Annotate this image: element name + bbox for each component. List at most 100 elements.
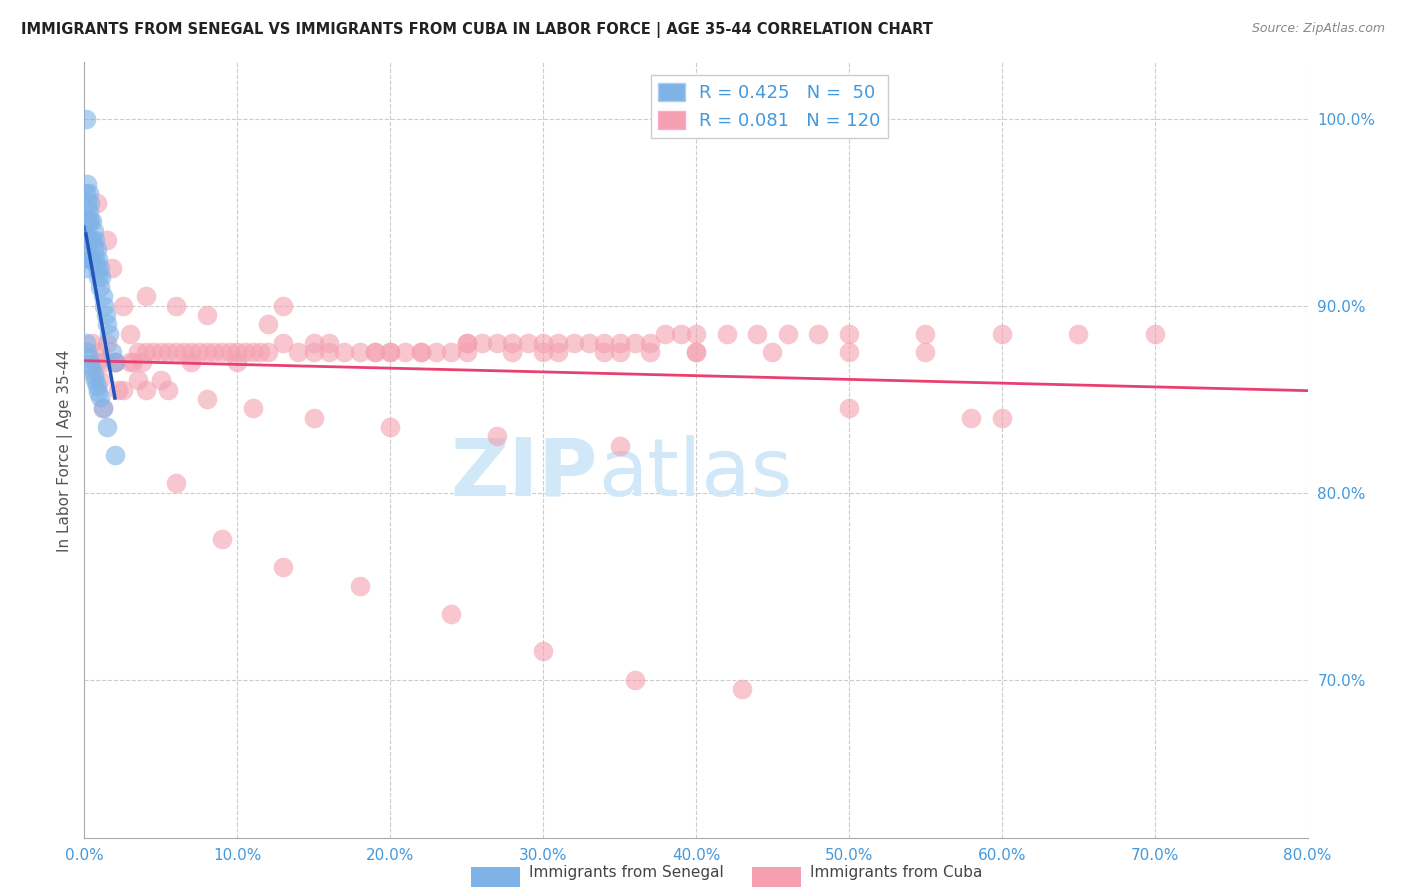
Point <box>747 326 769 341</box>
Point <box>211 345 233 359</box>
Point <box>440 607 463 621</box>
Point <box>1143 326 1166 341</box>
Point <box>79 357 101 371</box>
Point <box>242 345 264 359</box>
Point <box>593 335 616 350</box>
Point <box>75 112 97 126</box>
Point <box>531 335 554 350</box>
Point <box>76 177 98 191</box>
Point <box>97 326 120 341</box>
Point <box>807 326 830 341</box>
Point <box>127 345 149 359</box>
Point <box>380 345 402 359</box>
Point <box>86 354 108 368</box>
Point <box>76 233 98 247</box>
Point <box>188 345 211 359</box>
Point <box>271 560 294 574</box>
Point <box>233 345 256 359</box>
Point <box>211 533 233 547</box>
Point <box>195 345 218 359</box>
Point <box>87 252 110 266</box>
Point <box>111 383 134 397</box>
Point <box>914 345 936 359</box>
Y-axis label: In Labor Force | Age 35-44: In Labor Force | Age 35-44 <box>58 350 73 551</box>
Point <box>87 270 110 285</box>
Point <box>761 345 783 359</box>
Point <box>76 345 98 359</box>
Point <box>77 186 100 201</box>
Point <box>89 280 111 294</box>
Point <box>638 335 661 350</box>
Point <box>111 299 134 313</box>
Point <box>271 335 294 350</box>
Point <box>226 354 249 368</box>
Point <box>609 335 631 350</box>
Point <box>609 345 631 359</box>
Point <box>89 390 111 404</box>
Text: IMMIGRANTS FROM SENEGAL VS IMMIGRANTS FROM CUBA IN LABOR FORCE | AGE 35-44 CORRE: IMMIGRANTS FROM SENEGAL VS IMMIGRANTS FR… <box>21 22 934 38</box>
Point <box>96 420 118 434</box>
Point <box>79 252 101 266</box>
Point <box>624 335 647 350</box>
Point <box>638 345 661 359</box>
Point <box>624 673 647 687</box>
Point <box>157 383 180 397</box>
Point <box>149 345 172 359</box>
Point <box>80 233 103 247</box>
Text: Immigrants from Cuba: Immigrants from Cuba <box>810 865 983 880</box>
Text: ZIP: ZIP <box>451 434 598 513</box>
Point <box>226 345 249 359</box>
Point <box>685 326 707 341</box>
Point <box>127 373 149 387</box>
Point <box>578 335 600 350</box>
Point <box>609 439 631 453</box>
Point <box>80 252 103 266</box>
Point <box>257 317 280 331</box>
Point <box>107 383 129 397</box>
Point <box>502 345 524 359</box>
Point <box>195 392 218 406</box>
Point <box>80 214 103 228</box>
Point <box>218 345 240 359</box>
Point <box>409 345 432 359</box>
Point <box>77 214 100 228</box>
Point <box>87 384 110 399</box>
Point <box>157 345 180 359</box>
Point <box>91 401 114 416</box>
Point <box>364 345 387 359</box>
Point <box>89 345 111 359</box>
Point <box>249 345 271 359</box>
Point <box>333 345 356 359</box>
Point <box>83 243 105 257</box>
Point <box>471 335 494 350</box>
Point <box>991 410 1014 425</box>
Point <box>531 345 554 359</box>
Point <box>669 326 692 341</box>
Point <box>440 345 463 359</box>
Point <box>991 326 1014 341</box>
Point <box>77 233 100 247</box>
Point <box>75 261 97 276</box>
Point <box>84 233 107 247</box>
Point <box>135 289 157 303</box>
Point <box>394 345 416 359</box>
Point <box>104 448 127 462</box>
Point <box>93 299 115 313</box>
Point <box>104 354 127 368</box>
Point <box>456 335 478 350</box>
Point <box>516 335 538 350</box>
Point <box>685 345 707 359</box>
Point <box>302 335 325 350</box>
Point <box>716 326 738 341</box>
Point <box>486 335 509 350</box>
Point <box>101 345 124 359</box>
Point <box>409 345 432 359</box>
Point <box>96 335 118 350</box>
Point <box>257 345 280 359</box>
Point <box>79 195 101 210</box>
Point <box>242 401 264 416</box>
Point <box>593 345 616 359</box>
Point <box>75 186 97 201</box>
Point <box>380 345 402 359</box>
Point <box>349 345 371 359</box>
